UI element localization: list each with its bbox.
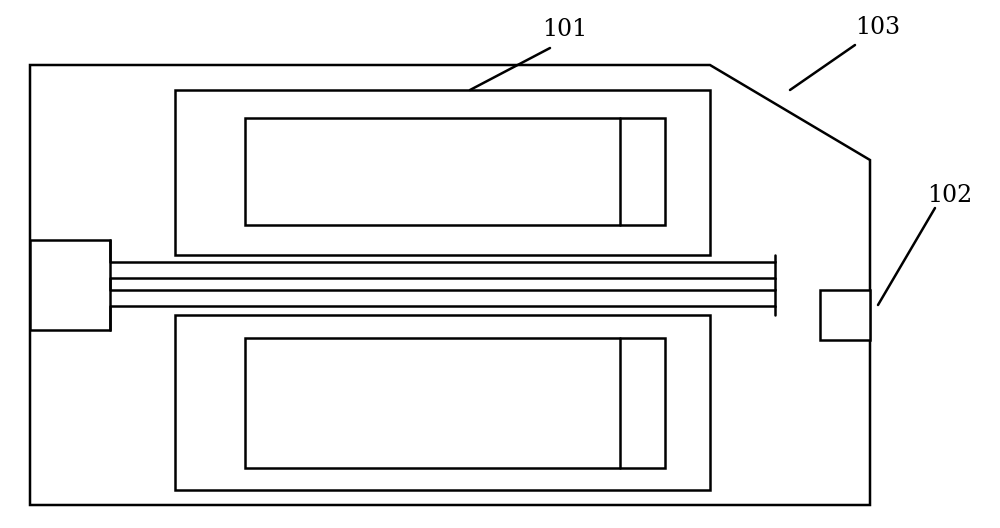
Text: 101: 101	[542, 18, 588, 42]
Bar	[175, 90, 710, 255]
Bar	[245, 118, 665, 225]
Text: 102: 102	[927, 184, 973, 206]
Bar	[30, 240, 110, 330]
Bar	[30, 290, 775, 306]
Bar	[820, 290, 870, 340]
Bar	[175, 315, 710, 490]
Bar	[245, 338, 665, 468]
Bar	[30, 262, 775, 278]
Text: 103: 103	[855, 16, 901, 40]
Polygon shape	[30, 65, 870, 505]
